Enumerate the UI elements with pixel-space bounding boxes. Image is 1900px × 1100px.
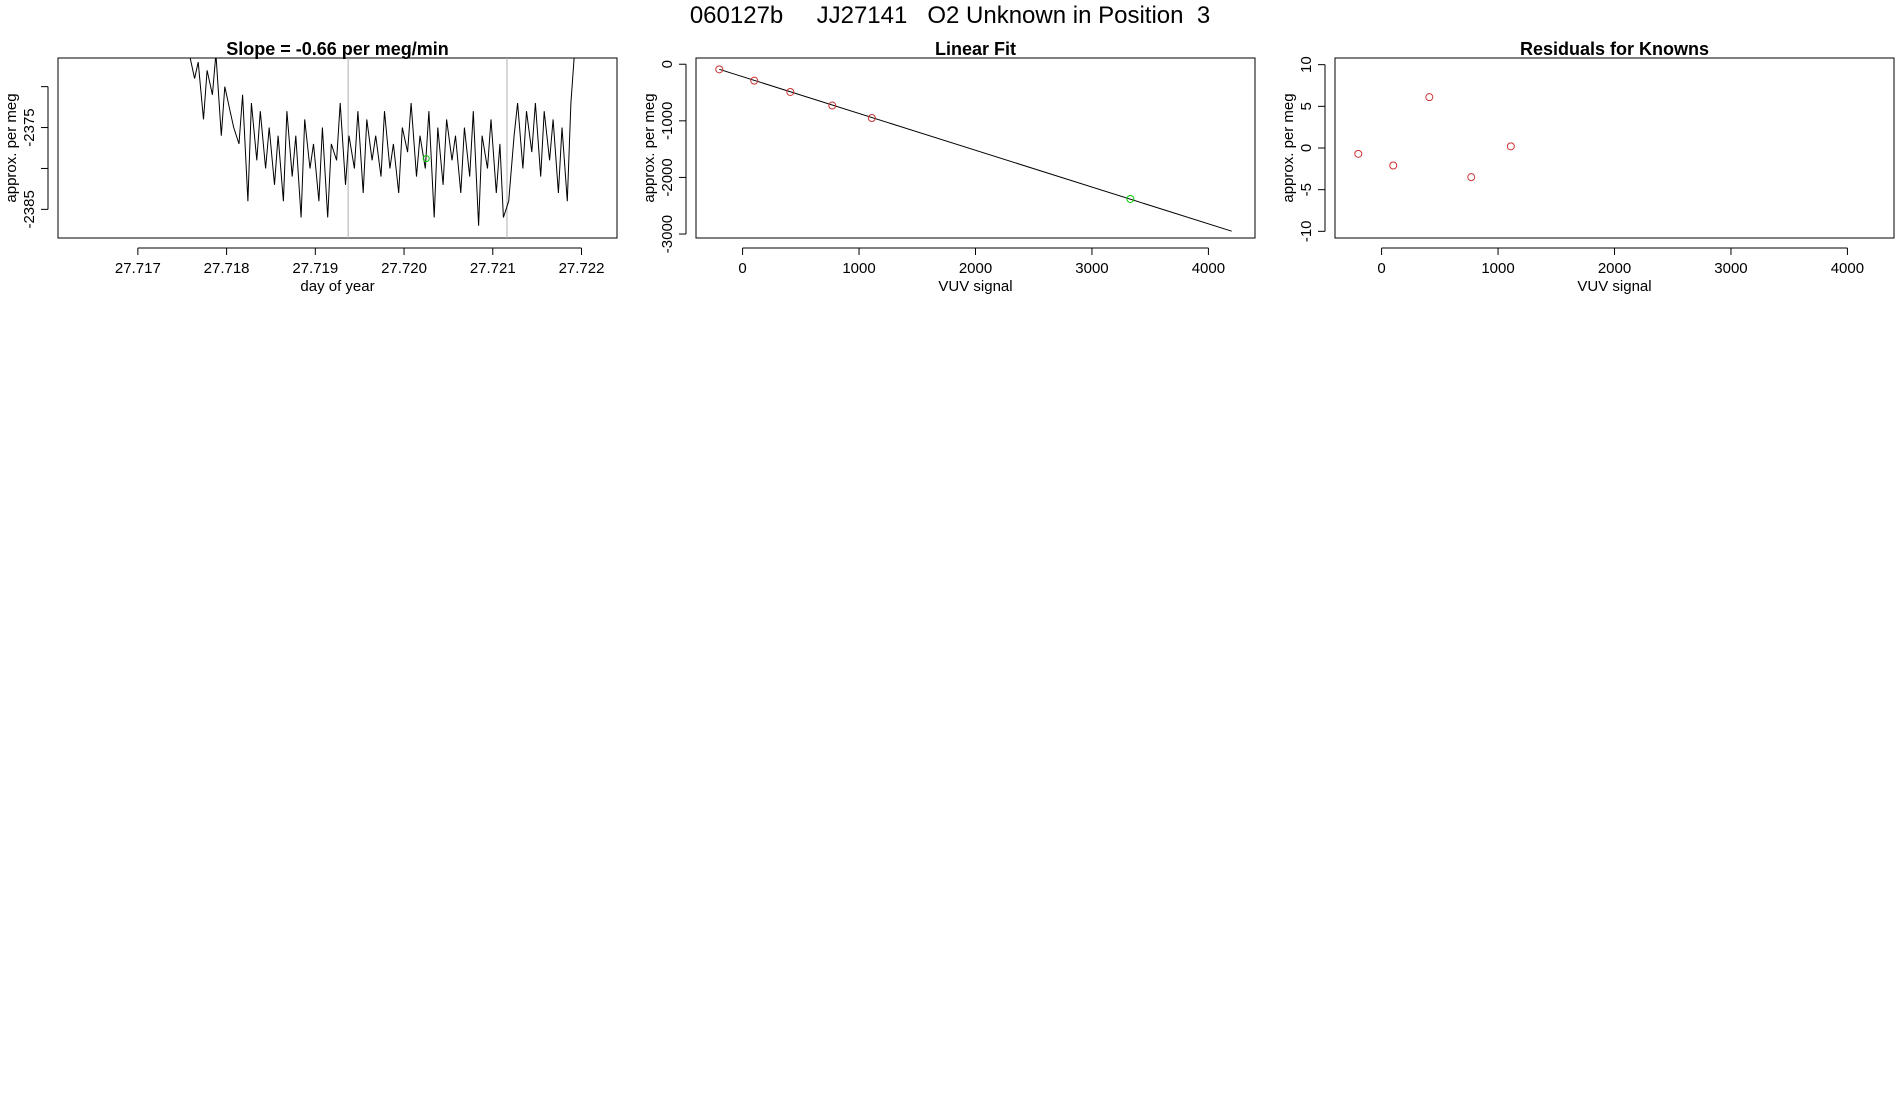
timeseries-panel: Slope = -0.66 per meg/min 27.717 27.718 27.… [3,39,618,295]
linear-fit-plot-area [715,65,1232,232]
residuals-data-point [1506,142,1515,151]
timeseries-y-tick-label: -2385 [21,190,38,228]
residuals-title: Residuals for Knowns [1520,39,1709,59]
timeseries-plot-frame [57,57,618,239]
timeseries-x-tick-label: 27.718 [204,260,250,277]
linear-fit-y-axis-label: approx. per meg [641,93,658,202]
linear-fit-x-tick-label: 1000 [842,260,875,277]
residuals-y-tick-label: -10 [1298,220,1315,242]
residuals-x-axis-label: VUV signal [1577,278,1651,295]
linear-fit-x-tick-label: 3000 [1075,260,1108,277]
residuals-data-point [1425,93,1434,102]
residuals-y-tick-label: 5 [1298,102,1315,110]
timeseries-series-line [189,58,575,226]
linear-fit-data-point [750,76,759,85]
timeseries-x-tick-label: 27.721 [470,260,516,277]
residuals-x-tick-label: 2000 [1598,260,1631,277]
timeseries-y-axis-label: approx. per meg [3,93,20,202]
timeseries-title: Slope = -0.66 per meg/min [226,39,449,59]
residuals-y-axis-label: approx. per meg [1280,93,1297,202]
residuals-panel: Residuals for Knowns 0 1000 2000 3000 4000 VUV… [1280,39,1895,295]
residuals-x-tick-label: 0 [1377,260,1385,277]
linear-fit-panel: Linear Fit 0 1000 2000 3000 4000 VUV signal 0 -1… [641,39,1256,295]
residuals-x-tick-label: 3000 [1714,260,1747,277]
linear-fit-data-point [828,101,837,110]
residuals-y-tick-label: 10 [1298,56,1315,73]
residuals-data-point [1467,173,1476,182]
linear-fit-x-axis-label: VUV signal [938,278,1012,295]
residuals-data-point [1389,161,1398,170]
linear-fit-y-tick-label: -2000 [659,158,676,196]
timeseries-x-tick-label: 27.719 [292,260,338,277]
residuals-x-tick-label: 4000 [1831,260,1864,277]
timeseries-x-tick-label: 27.717 [115,260,161,277]
linear-fit-data-point [715,65,724,74]
residuals-plot-frame [1334,57,1895,239]
timeseries-marker-point [422,155,430,163]
linear-fit-data-point [1126,194,1135,203]
timeseries-y-tick-label: -2375 [21,108,38,146]
linear-fit-x-tick-label: 2000 [959,260,992,277]
residuals-data-point [1354,149,1363,158]
linear-fit-title: Linear Fit [935,39,1016,59]
linear-fit-plot-frame [695,57,1256,239]
linear-fit-x-tick-label: 4000 [1192,260,1225,277]
timeseries-x-axis-label: day of year [300,278,374,295]
residuals-y-tick-label: 0 [1298,144,1315,152]
timeseries-plot-area [189,58,575,238]
linear-fit-fit-line [719,68,1232,232]
residuals-plot-area [1354,93,1515,182]
linear-fit-data-point [786,87,795,96]
linear-fit-y-tick-label: -1000 [659,102,676,140]
linear-fit-x-tick-label: 0 [738,260,746,277]
timeseries-x-tick-label: 27.722 [559,260,605,277]
figure-title: 060127b JJ27141 O2 Unknown in Position 3 [689,2,1211,29]
timeseries-x-tick-label: 27.720 [381,260,427,277]
linear-fit-y-tick-label: 0 [659,60,676,68]
linear-fit-data-point [867,114,876,122]
linear-fit-y-tick-label: -3000 [659,215,676,253]
residuals-y-tick-label: -5 [1298,183,1315,196]
residuals-x-tick-label: 1000 [1481,260,1514,277]
